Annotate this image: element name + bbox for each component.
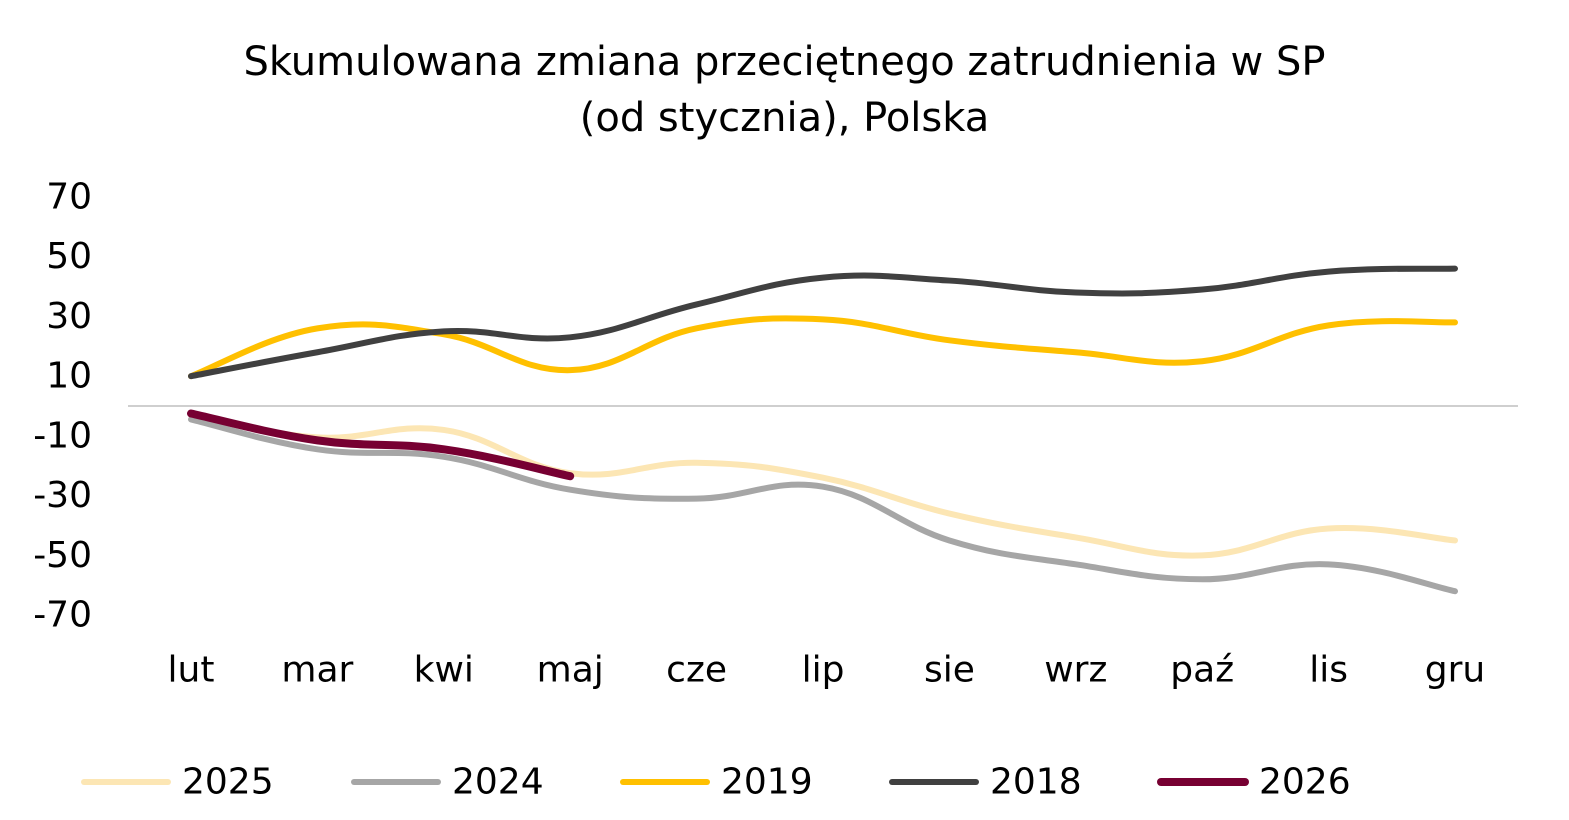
legend-label-2019: 2019 [721, 762, 813, 803]
y-tick-label: 30 [46, 296, 92, 337]
x-tick-label: lut [168, 650, 215, 691]
series-line-2025 [188, 411, 1458, 559]
x-tick-label: sie [924, 650, 975, 691]
chart-title-line-2: (od stycznia), Polska [579, 95, 990, 141]
y-tick-label: 50 [46, 236, 92, 277]
x-tick-label: kwi [414, 650, 474, 691]
x-tick-label: cze [666, 650, 727, 691]
y-tick-label: -50 [33, 535, 92, 576]
x-tick-label: lis [1309, 650, 1348, 691]
series-line-2019 [188, 315, 1458, 380]
y-tick-label: 70 [46, 176, 92, 217]
legend-label-2018: 2018 [990, 762, 1082, 803]
y-tick-label: -70 [33, 595, 92, 636]
series-line-2026 [187, 409, 575, 481]
x-tick-label: wrz [1044, 650, 1107, 691]
x-tick-label: paź [1170, 650, 1234, 691]
y-tick-label: -30 [33, 475, 92, 516]
x-tick-label: lip [802, 650, 845, 691]
legend-label-2025: 2025 [182, 762, 274, 803]
x-tick-label: mar [281, 650, 353, 691]
x-tick-label: maj [537, 650, 604, 691]
legend-label-2024: 2024 [452, 762, 544, 803]
series-line-2018 [188, 265, 1458, 380]
series-line-2024 [188, 416, 1458, 595]
legend-label-2026: 2026 [1259, 762, 1351, 803]
y-tick-label: 10 [46, 356, 92, 397]
chart-title-line-1: Skumulowana zmiana przeciętnego zatrudni… [243, 39, 1326, 85]
x-tick-label: gru [1425, 650, 1485, 691]
y-tick-label: -10 [33, 415, 92, 456]
